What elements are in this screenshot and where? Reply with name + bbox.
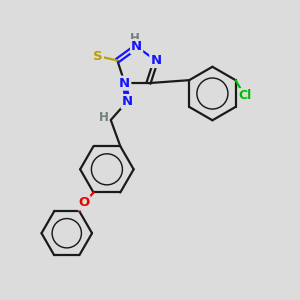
Text: H: H (98, 110, 108, 124)
Text: S: S (93, 50, 103, 64)
Text: N: N (119, 76, 130, 90)
Text: N: N (150, 54, 161, 67)
Text: O: O (78, 196, 90, 209)
Text: N: N (122, 95, 133, 108)
Text: H: H (130, 32, 140, 45)
Text: Cl: Cl (239, 89, 252, 102)
Text: N: N (131, 40, 142, 53)
